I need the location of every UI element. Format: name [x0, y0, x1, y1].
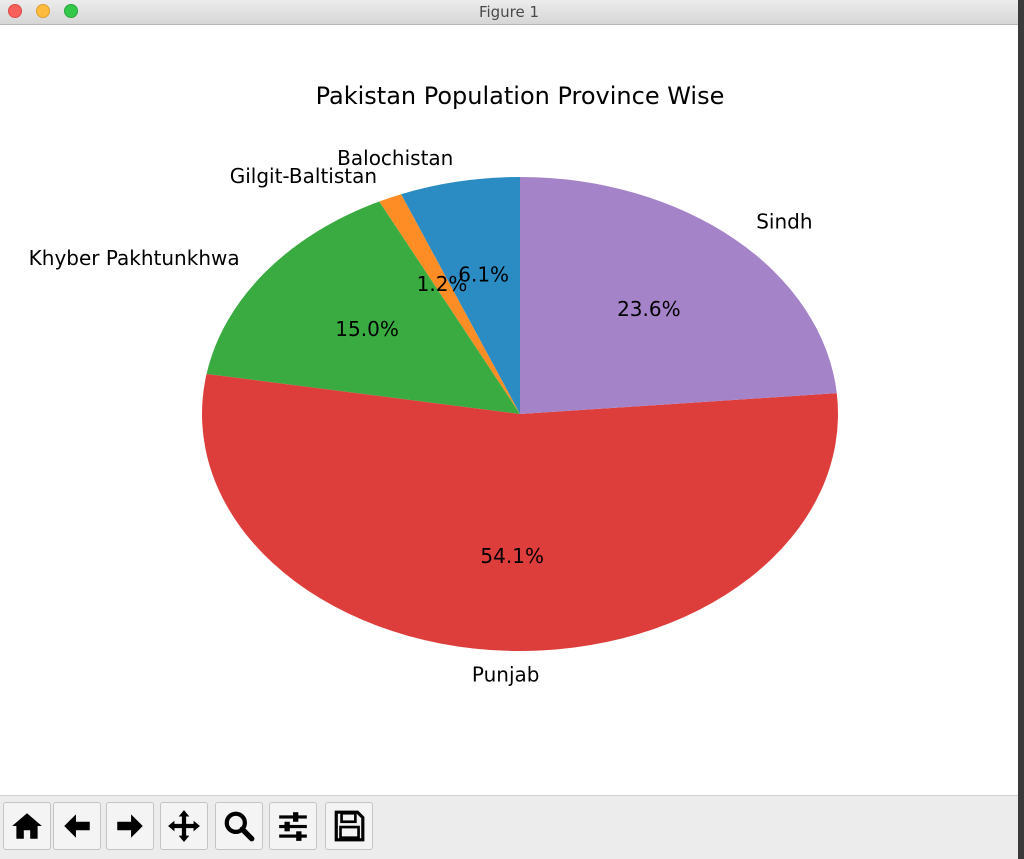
window-title: Figure 1	[478, 3, 540, 21]
forward-button[interactable]	[106, 802, 154, 850]
slice-percent-punjab: 54.1%	[480, 544, 544, 568]
home-button[interactable]	[3, 802, 51, 850]
pie-labels: Balochistan 6.1% Gilgit-Baltistan 1.2% Khybe…	[29, 146, 813, 686]
slice-percent-khyber-pakhtunkhwa: 15.0%	[335, 317, 399, 341]
pie-slice-punjab	[201, 373, 838, 652]
chart-title: Pakistan Population Province Wise	[316, 82, 725, 110]
back-button[interactable]	[53, 802, 101, 850]
slice-percent-balochistan: 6.1%	[458, 262, 509, 286]
pie-slice-balochistan	[401, 177, 520, 414]
slice-label-sindh: Sindh	[756, 210, 812, 234]
slice-label-khyber-pakhtunkhwa: Khyber Pakhtunkhwa	[29, 246, 240, 270]
arrow-left-icon	[64, 814, 90, 838]
move-icon	[168, 810, 200, 842]
slice-label-punjab: Punjab	[472, 662, 540, 686]
floppy-disk-icon	[334, 810, 365, 842]
pie-slices	[201, 177, 838, 652]
close-window-button[interactable]	[8, 4, 22, 18]
minimize-window-button[interactable]	[36, 4, 50, 18]
magnifier-icon	[224, 811, 255, 842]
slice-percent-gilgit-baltistan: 1.2%	[417, 272, 468, 296]
slice-label-balochistan: Balochistan	[337, 146, 453, 170]
maximize-window-button[interactable]	[64, 4, 78, 18]
pan-button[interactable]	[160, 802, 208, 850]
slice-percent-sindh: 23.6%	[617, 297, 681, 321]
sliders-icon	[279, 812, 307, 841]
navigation-toolbar	[0, 795, 1018, 859]
arrow-right-icon	[117, 814, 143, 838]
pie-slice-khyber-pakhtunkhwa	[206, 201, 521, 414]
plot-canvas[interactable]: Pakistan Population Province Wise Baloch…	[0, 25, 1018, 795]
pie-slice-gilgit-baltistan	[379, 194, 520, 414]
zoom-button[interactable]	[215, 802, 263, 850]
pie-slice-sindh	[520, 177, 837, 414]
pie-chart: Pakistan Population Province Wise Baloch…	[29, 82, 838, 686]
desktop-edge	[1018, 0, 1024, 859]
home-icon	[12, 813, 42, 839]
configure-subplots-button[interactable]	[269, 802, 317, 850]
slice-label-gilgit-baltistan: Gilgit-Baltistan	[230, 164, 377, 188]
title-bar[interactable]: Figure 1	[0, 0, 1018, 25]
save-button[interactable]	[325, 802, 373, 850]
